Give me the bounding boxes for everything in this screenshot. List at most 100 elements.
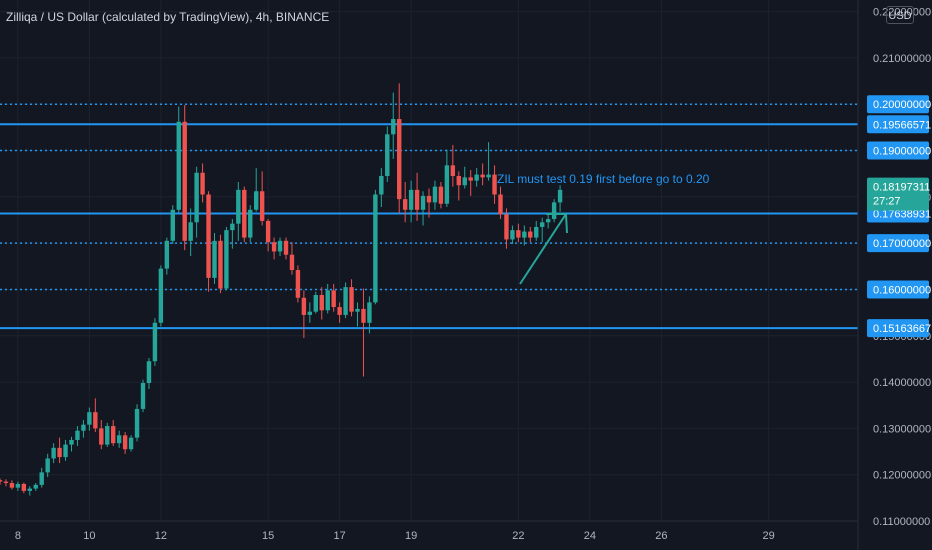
candle-body [242,189,247,238]
candle [337,302,342,323]
candle [516,223,521,243]
candle-body [307,311,313,315]
candle [325,283,330,314]
candle [87,407,92,431]
candle [397,83,402,214]
candle [182,105,187,251]
candle-body [277,240,283,252]
candle [528,226,533,243]
candle [319,287,324,320]
candle-body [426,195,432,203]
candle-body [557,189,563,203]
candle [480,163,485,186]
price-level-label: 0.19566571 [873,119,931,131]
candle [152,318,158,366]
candle [349,279,354,317]
candle-body [271,242,277,252]
candle-body [361,308,366,323]
candle [432,180,438,210]
candle-body [462,177,467,186]
candle-body [230,223,235,231]
candle [212,232,217,284]
candle [69,436,74,452]
candle-body [545,219,551,223]
candle [295,265,301,303]
candle [545,213,551,229]
candle [51,443,56,464]
candle-body [295,269,301,298]
candle-body [283,240,289,255]
price-tick-label: 0.11000000 [873,516,930,528]
candle [450,144,456,187]
time-tick-label: 19 [405,530,417,542]
candle-body [444,165,450,204]
candle-body [15,483,21,488]
candle-body [33,484,38,489]
countdown-label: 27:27 [873,196,901,208]
price-level-label: 0.17000000 [873,238,931,250]
candle [218,234,223,294]
candle [33,483,38,491]
candle-body [93,412,98,429]
time-tick-label: 12 [155,530,167,542]
candle [355,302,360,327]
trend-arrow[interactable] [519,213,568,285]
candle-body [170,209,175,241]
annotation-text[interactable]: ZIL must test 0.19 first before go to 0.… [497,172,710,186]
candle-body [456,175,461,186]
candle-body [379,175,384,195]
candle-body [63,444,68,458]
currency-button[interactable]: USD [886,6,914,24]
candle [242,186,247,243]
price-level-badge [867,280,929,299]
time-tick-label: 17 [334,530,346,542]
price-tick-label: 0.14000000 [873,377,931,389]
candle [194,166,199,238]
candle-body [87,412,92,425]
candle-body [116,435,122,444]
candle [164,237,170,275]
candle [259,171,265,226]
candle [248,205,253,243]
candle [504,208,509,249]
candle-body [486,174,491,178]
arrow-head [546,213,568,234]
candle [0,478,3,485]
candle [27,486,32,496]
candle [254,168,259,212]
candle [283,237,289,260]
candle-body [182,121,187,241]
candle [462,166,467,189]
candle-body [313,295,318,312]
price-axis[interactable]: 0.22000000 0.21000000 0.20000000 0.19000000… [857,0,932,550]
candle [510,225,515,245]
candle-body [81,424,86,431]
candle [373,189,378,305]
candle [551,199,557,223]
candle-body [331,290,336,308]
price-level-label: 0.15163667 [873,323,931,335]
time-tick-label: 26 [655,530,667,542]
candle-body [337,307,342,315]
candle-body [391,119,396,135]
candle-body [402,199,408,210]
candle-body [480,174,485,178]
time-axis[interactable]: 8 10 12 15 17 19 22 24 26 29 [0,520,858,542]
price-level-label: 0.19000000 [873,146,931,158]
candle-body [194,172,199,223]
candle [498,186,503,220]
candle-body [27,488,32,491]
candle [361,288,366,377]
time-tick-label: 10 [83,530,95,542]
candle-body [134,408,140,438]
price-level-label: 0.16000000 [873,284,931,296]
candle [265,219,271,252]
candle [271,237,277,260]
candle-body [188,222,193,241]
grid [0,0,858,522]
candle [468,169,473,196]
candle [402,182,408,223]
candle-body [152,322,158,362]
candle-body [45,458,50,473]
